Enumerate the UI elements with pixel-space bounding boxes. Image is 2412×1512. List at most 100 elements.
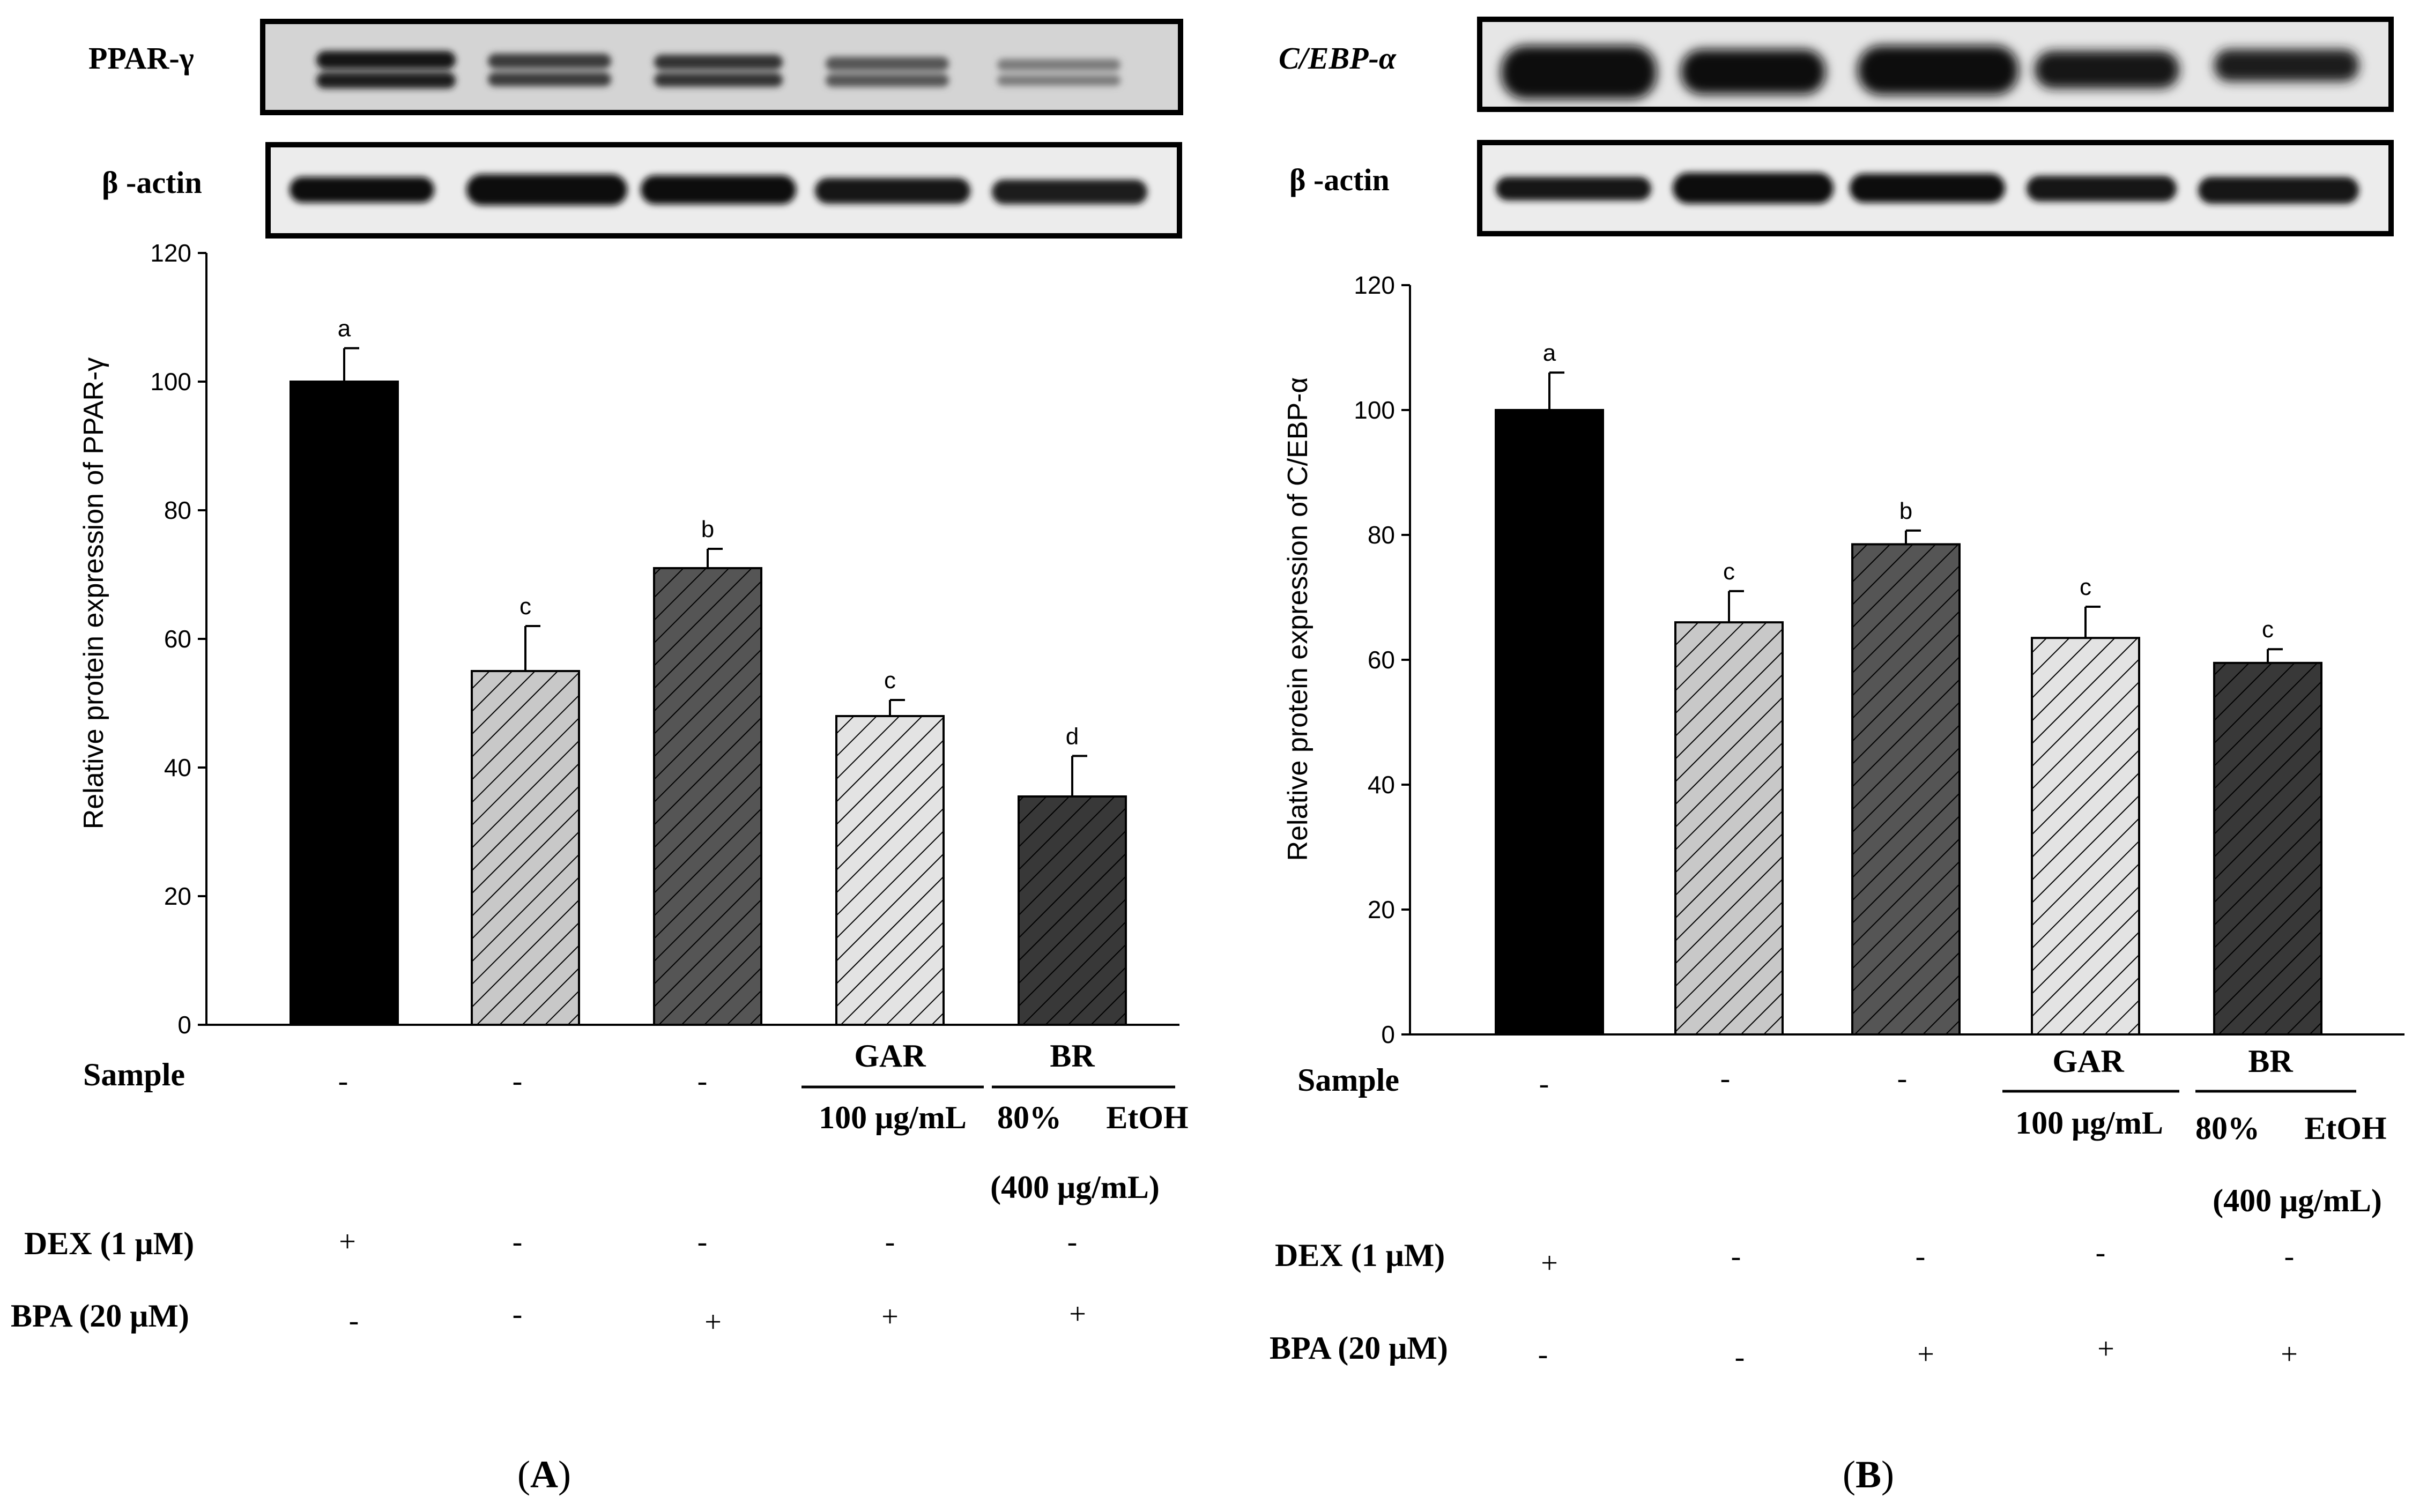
y-tick-label: 120 — [1354, 271, 1395, 299]
sample-value: - — [697, 1064, 708, 1098]
bar-outline — [835, 715, 945, 1026]
band — [641, 175, 796, 204]
br-concentration: (400 μg/mL) — [990, 1170, 1160, 1205]
panel-label-a: (A) — [517, 1453, 571, 1496]
bpa-value: - — [1735, 1340, 1745, 1374]
band — [1501, 46, 1657, 99]
band — [2198, 177, 2359, 204]
y-tick-label: 100 — [1354, 396, 1395, 424]
bpa-value: + — [704, 1306, 722, 1339]
blot-b-target — [1477, 17, 2394, 112]
blot-a-target — [260, 19, 1183, 115]
bpa-value: - — [349, 1304, 359, 1337]
band — [815, 178, 970, 204]
br-concentration: (400 μg/mL) — [2213, 1183, 2382, 1218]
bpa-label: BPA (20 μM) — [1270, 1330, 1448, 1366]
bpa-value: - — [1538, 1338, 1548, 1371]
significance-label: c — [519, 593, 531, 620]
blot-a-actin — [265, 142, 1182, 239]
panel-a: PPAR-γ β -actin 0 20 40 60 80 100 120 a c b c d Rel… — [11, 19, 1189, 1496]
band — [992, 180, 1147, 204]
bpa-value: + — [2097, 1332, 2114, 1366]
gar-concentration: 100 μg/mL — [2015, 1105, 2163, 1141]
bpa-label: BPA (20 μM) — [11, 1298, 189, 1334]
bpa-value: + — [1069, 1298, 1086, 1331]
bar — [2213, 661, 2322, 1036]
gar-label: GAR — [2052, 1044, 2124, 1079]
dex-value: - — [885, 1225, 895, 1258]
blot-b-actin — [1477, 140, 2394, 236]
band — [2027, 176, 2177, 202]
condition-table-b: Sample - - - GAR 100 μg/mL BR 80% EtOH (… — [1270, 1044, 2387, 1374]
dex-value: + — [1541, 1247, 1558, 1280]
bar — [1495, 409, 1604, 1036]
dex-value: + — [339, 1225, 356, 1258]
bar-outline — [2213, 661, 2322, 1036]
band — [654, 73, 783, 87]
sample-value: - — [1897, 1062, 1908, 1095]
dex-label: DEX (1 μM) — [24, 1226, 194, 1261]
y-tick-label: 0 — [177, 1011, 191, 1039]
band — [826, 57, 949, 71]
br-percent: 80% — [2195, 1111, 2260, 1146]
bar-outline — [290, 381, 399, 1026]
sample-value: - — [1720, 1062, 1731, 1095]
y-tick-label: 0 — [1381, 1021, 1395, 1048]
bar — [1018, 795, 1127, 1026]
plot-b: 0 20 40 60 80 100 120 a c b c c — [1354, 271, 2404, 1048]
band — [1673, 173, 1834, 204]
panel-b: C/EBP-α β -actin 0 20 40 60 80 100 120 a c b c c Re… — [1270, 17, 2404, 1496]
significance-label: b — [1899, 498, 1912, 524]
band — [1681, 49, 1825, 94]
bar-hatch — [472, 671, 579, 1025]
sample-value: - — [338, 1064, 348, 1098]
bar-fill — [1496, 410, 1603, 1034]
significance-label: b — [701, 516, 714, 542]
br-solvent: EtOH — [1106, 1100, 1188, 1135]
band — [1496, 177, 1651, 200]
bar-outline — [1851, 543, 1961, 1036]
bar — [1674, 621, 1784, 1036]
y-tick-label: 20 — [1368, 896, 1395, 923]
bar-hatch — [2032, 638, 2139, 1034]
dex-value: - — [513, 1225, 523, 1258]
significance-label: d — [1066, 723, 1079, 749]
bar — [471, 670, 580, 1026]
band — [488, 54, 611, 69]
band — [316, 72, 456, 88]
significance-label: c — [2080, 574, 2091, 600]
y-tick-label: 60 — [164, 625, 191, 653]
bar — [835, 715, 945, 1026]
condition-table-a: Sample - - - GAR 100 μg/mL BR 80% EtOH (… — [11, 1038, 1189, 1339]
band — [1858, 46, 2018, 95]
plot-a: 0 20 40 60 80 100 120 a c b c d — [150, 239, 1179, 1039]
bar-outline — [1018, 795, 1127, 1026]
br-label: BR — [2248, 1044, 2293, 1079]
gar-label: GAR — [854, 1038, 926, 1074]
bar-hatch — [1852, 544, 1960, 1034]
blot-label-target: PPAR-γ — [88, 41, 194, 76]
blot-label-target: C/EBP-α — [1279, 41, 1397, 76]
band — [826, 74, 949, 87]
band — [1850, 174, 2005, 203]
panel-label-b: (B) — [1843, 1453, 1894, 1496]
y-tick-label: 100 — [150, 368, 191, 396]
bar-hatch — [836, 716, 944, 1025]
y-tick-label: 80 — [164, 496, 191, 524]
bar-hatch — [2214, 662, 2321, 1034]
band — [997, 59, 1120, 71]
significance-label: c — [1723, 558, 1735, 585]
br-percent: 80% — [997, 1100, 1062, 1135]
bpa-value: + — [881, 1300, 899, 1334]
bar-hatch — [654, 568, 761, 1025]
bpa-value: + — [2281, 1338, 2298, 1371]
dex-value: - — [2284, 1240, 2295, 1273]
sample-label: Sample — [1297, 1062, 1399, 1098]
bar-fill — [291, 382, 398, 1025]
bpa-value: + — [1917, 1338, 1934, 1371]
bar-hatch — [1675, 622, 1783, 1034]
bpa-value: - — [513, 1298, 523, 1331]
blot-label-actin: β -actin — [102, 165, 202, 200]
dex-value: - — [2096, 1236, 2106, 1269]
